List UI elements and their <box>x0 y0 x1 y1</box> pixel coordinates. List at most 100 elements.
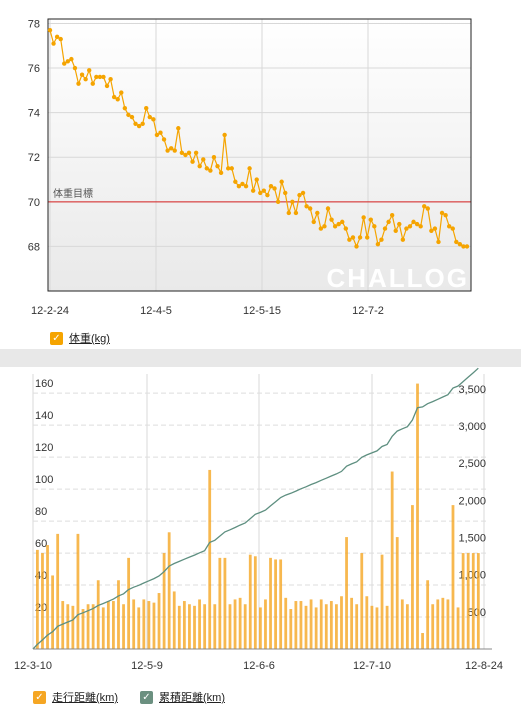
weight-point <box>450 226 455 231</box>
weight-point <box>425 206 430 211</box>
weight-point <box>386 219 391 225</box>
distance-bar <box>76 533 80 649</box>
weight-point <box>293 210 299 216</box>
weight-point <box>404 226 409 231</box>
x-tick-label: 12-5-15 <box>243 305 281 317</box>
distance-bar <box>157 593 161 649</box>
weight-point <box>65 59 71 64</box>
distance-bar <box>182 601 186 649</box>
weight-point <box>315 210 320 216</box>
weight-point <box>97 74 103 80</box>
weight-point <box>307 206 313 211</box>
weight-point <box>372 224 377 229</box>
weight-point <box>158 130 163 135</box>
weight-legend[interactable]: ✓ 体重(kg) <box>50 330 110 346</box>
weight-point <box>104 83 110 89</box>
weight-point <box>197 163 202 169</box>
weight-point <box>350 235 356 240</box>
y-right-tick-label: 2,500 <box>458 458 486 470</box>
distance-bar <box>345 537 348 649</box>
distance-bar <box>36 549 39 649</box>
distance-bar <box>269 557 272 649</box>
weight-point <box>101 74 106 80</box>
watermark-logo: CHALLOG <box>326 263 469 293</box>
weight-point <box>347 237 352 242</box>
distance-bar <box>101 607 105 649</box>
weight-point <box>51 41 56 46</box>
distance-bar <box>127 557 131 649</box>
y-right-tick-label: 3,500 <box>458 384 486 396</box>
y-right-tick-label: 500 <box>468 607 486 619</box>
distance-bar <box>319 599 323 649</box>
cumulative-series-line <box>32 367 479 650</box>
weight-point <box>311 219 316 225</box>
distance-bar <box>193 605 196 649</box>
weight-point <box>357 235 363 240</box>
weight-point <box>254 177 259 182</box>
distance-bar <box>400 599 404 649</box>
distance-bar <box>289 609 293 649</box>
distance-bar <box>380 554 384 649</box>
plot-area <box>48 19 471 291</box>
y-tick-label: 78 <box>28 18 40 30</box>
y-left-tick-label: 60 <box>35 538 47 550</box>
x-tick-label: 12-5-9 <box>131 660 163 672</box>
weight-point <box>215 163 220 169</box>
plot-border <box>47 18 472 292</box>
distance-bar <box>294 601 298 649</box>
weight-legend-checkbox[interactable]: ✓ <box>50 331 63 345</box>
weight-point <box>193 150 199 155</box>
weight-point <box>429 228 434 234</box>
distance-bar <box>274 559 277 649</box>
distance-bar <box>81 609 85 649</box>
weight-chart: CHALLOG 12-2-24 12-4-5 12-5-15 12-7-2 68 70 72 7… <box>28 18 472 317</box>
distance-bar <box>436 599 440 649</box>
weight-point <box>340 219 345 225</box>
x-tick-label: 12-7-10 <box>353 660 391 672</box>
distance-bar <box>243 604 247 649</box>
weight-point <box>446 224 452 229</box>
y-tick-label: 76 <box>28 63 40 75</box>
weight-point <box>151 117 156 122</box>
weight-point <box>279 179 284 184</box>
weight-point <box>115 97 120 102</box>
distance-bar <box>71 605 75 649</box>
weight-point <box>176 126 181 131</box>
distance-bar <box>233 599 237 649</box>
distance-bar <box>335 604 338 649</box>
run-legend-label: 走行距離(km) <box>52 692 118 704</box>
weight-point <box>318 226 324 231</box>
weight-point <box>126 112 131 118</box>
distance-bar <box>51 575 54 649</box>
weight-point <box>83 76 88 82</box>
weight-point <box>90 81 95 86</box>
distance-bar <box>86 604 90 649</box>
weight-point <box>365 235 370 240</box>
weight-point <box>204 166 210 171</box>
weight-point <box>436 239 441 245</box>
weight-point <box>261 188 267 193</box>
distance-bar <box>122 604 125 649</box>
weight-point <box>165 148 170 153</box>
x-tick-label: 12-3-10 <box>14 660 52 672</box>
distance-bar <box>264 599 267 649</box>
run-legend-checkbox[interactable]: ✓ <box>33 690 46 704</box>
x-tick-label: 12-6-6 <box>243 660 275 672</box>
weight-point <box>464 244 470 249</box>
distance-chart: 204060801001201401605001,0001,5002,0002,… <box>14 367 503 672</box>
distance-bar <box>329 601 333 649</box>
distance-bar <box>416 383 419 649</box>
weight-point <box>87 68 92 73</box>
weight-point <box>58 36 63 42</box>
weight-point <box>407 224 413 229</box>
distance-bar <box>41 553 44 649</box>
distance-bar <box>461 553 465 649</box>
weight-point <box>136 123 142 129</box>
weight-point <box>457 241 463 247</box>
cumulative-legend-checkbox[interactable]: ✓ <box>140 690 153 704</box>
distance-bar <box>476 553 480 649</box>
weight-series-line <box>49 29 467 249</box>
distance-bar <box>304 605 308 649</box>
distance-bar <box>446 599 450 649</box>
weight-point <box>208 168 213 173</box>
